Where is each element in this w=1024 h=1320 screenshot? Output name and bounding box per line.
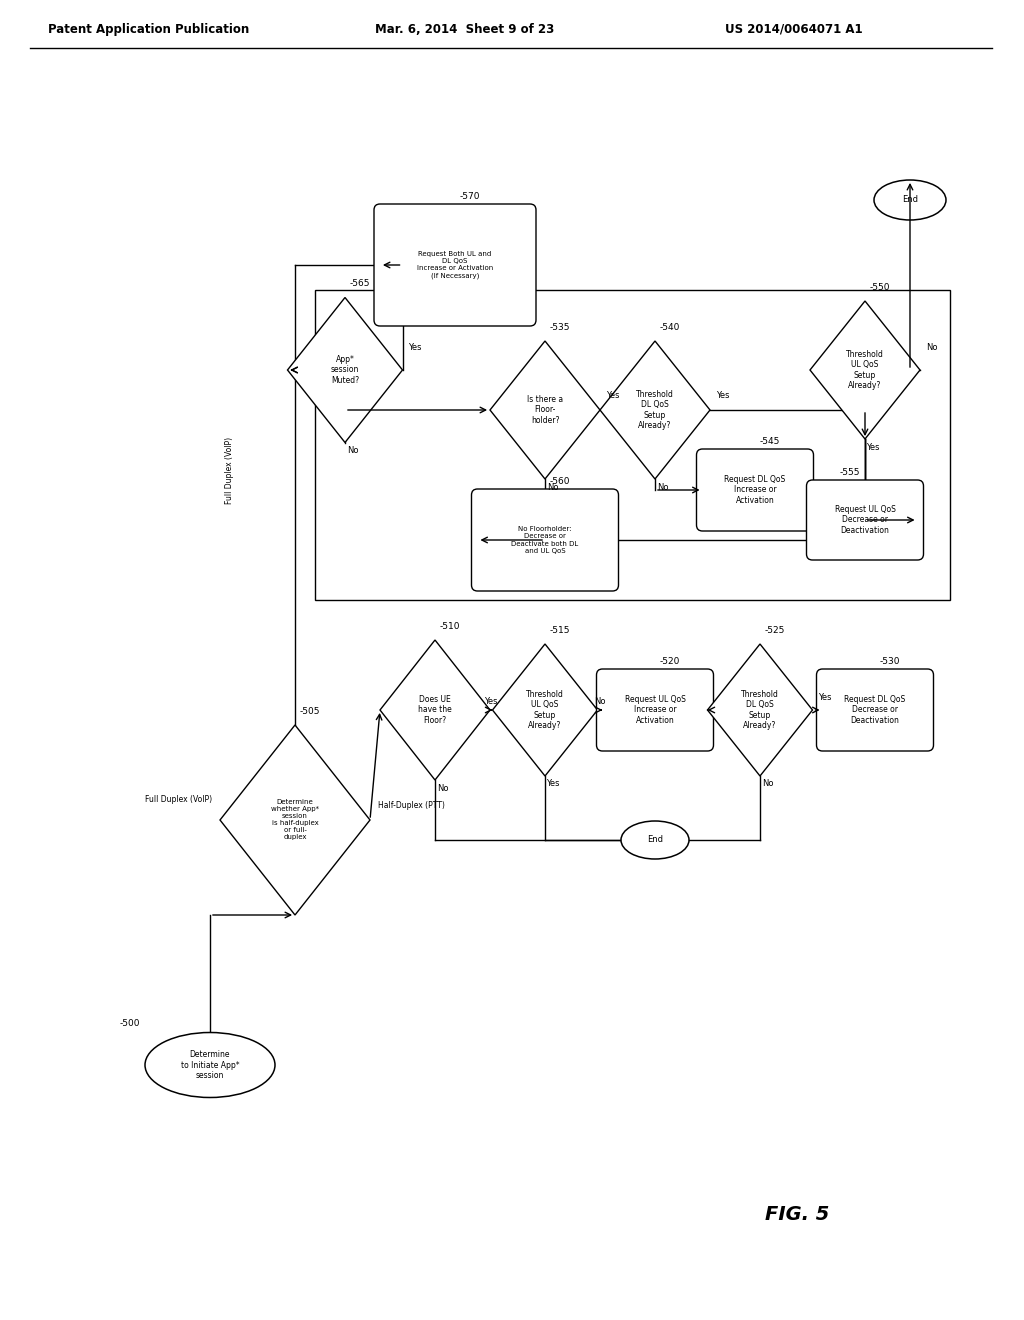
Text: Request DL QoS
Decrease or
Deactivation: Request DL QoS Decrease or Deactivation bbox=[845, 694, 905, 725]
Text: Determine
to Initiate App*
session: Determine to Initiate App* session bbox=[180, 1051, 240, 1080]
Text: Determine
whether App*
session
is half-duplex
or full-
duplex: Determine whether App* session is half-d… bbox=[271, 800, 319, 841]
Polygon shape bbox=[600, 341, 710, 479]
Text: Yes: Yes bbox=[409, 343, 422, 352]
Ellipse shape bbox=[874, 180, 946, 220]
Text: Patent Application Publication: Patent Application Publication bbox=[48, 22, 249, 36]
Polygon shape bbox=[220, 725, 370, 915]
Text: -540: -540 bbox=[660, 323, 680, 333]
Polygon shape bbox=[708, 644, 812, 776]
FancyBboxPatch shape bbox=[597, 669, 714, 751]
Text: Full Duplex (VoIP): Full Duplex (VoIP) bbox=[144, 796, 212, 804]
Text: Yes: Yes bbox=[818, 693, 831, 702]
Text: -535: -535 bbox=[550, 323, 570, 333]
Text: Threshold
UL QoS
Setup
Already?: Threshold UL QoS Setup Already? bbox=[846, 350, 884, 391]
Text: -565: -565 bbox=[350, 280, 371, 289]
Polygon shape bbox=[490, 341, 600, 479]
Text: Is there a
Floor-
holder?: Is there a Floor- holder? bbox=[527, 395, 563, 425]
Text: -560: -560 bbox=[550, 477, 570, 486]
FancyBboxPatch shape bbox=[807, 480, 924, 560]
Text: No: No bbox=[594, 697, 606, 706]
Polygon shape bbox=[810, 301, 920, 440]
Text: Threshold
DL QoS
Setup
Already?: Threshold DL QoS Setup Already? bbox=[741, 690, 779, 730]
Ellipse shape bbox=[145, 1032, 275, 1097]
Text: Full Duplex (VoIP): Full Duplex (VoIP) bbox=[225, 437, 234, 503]
Text: No Floorholder:
Decrease or
Deactivate both DL
and UL QoS: No Floorholder: Decrease or Deactivate b… bbox=[511, 527, 579, 554]
Text: Yes: Yes bbox=[606, 391, 620, 400]
Text: -505: -505 bbox=[300, 708, 321, 715]
Text: No: No bbox=[926, 343, 938, 352]
Text: Request Both UL and
DL QoS
Increase or Activation
(If Necessary): Request Both UL and DL QoS Increase or A… bbox=[417, 251, 494, 279]
Text: -550: -550 bbox=[870, 282, 891, 292]
Text: -525: -525 bbox=[765, 626, 785, 635]
Text: FIG. 5: FIG. 5 bbox=[765, 1205, 829, 1225]
Text: -510: -510 bbox=[440, 622, 461, 631]
Text: Threshold
DL QoS
Setup
Already?: Threshold DL QoS Setup Already? bbox=[636, 389, 674, 430]
FancyBboxPatch shape bbox=[471, 488, 618, 591]
Text: Half-Duplex (PTT): Half-Duplex (PTT) bbox=[378, 800, 444, 809]
Text: -515: -515 bbox=[550, 626, 570, 635]
Polygon shape bbox=[288, 297, 402, 442]
FancyBboxPatch shape bbox=[816, 669, 934, 751]
Text: US 2014/0064071 A1: US 2014/0064071 A1 bbox=[725, 22, 862, 36]
Text: Request UL QoS
Decrease or
Deactivation: Request UL QoS Decrease or Deactivation bbox=[835, 504, 895, 535]
FancyBboxPatch shape bbox=[696, 449, 813, 531]
Text: App*
session
Muted?: App* session Muted? bbox=[331, 355, 359, 385]
Text: -520: -520 bbox=[660, 657, 680, 667]
Text: -570: -570 bbox=[460, 191, 480, 201]
Text: -500: -500 bbox=[120, 1019, 140, 1027]
Text: Does UE
have the
Floor?: Does UE have the Floor? bbox=[418, 696, 452, 725]
Text: No: No bbox=[657, 483, 669, 491]
Text: Yes: Yes bbox=[484, 697, 498, 706]
Text: Mar. 6, 2014  Sheet 9 of 23: Mar. 6, 2014 Sheet 9 of 23 bbox=[375, 22, 554, 36]
Text: Yes: Yes bbox=[716, 391, 729, 400]
Text: No: No bbox=[547, 483, 559, 491]
FancyBboxPatch shape bbox=[374, 205, 536, 326]
Ellipse shape bbox=[621, 821, 689, 859]
Text: Threshold
UL QoS
Setup
Already?: Threshold UL QoS Setup Already? bbox=[526, 690, 564, 730]
Text: No: No bbox=[437, 784, 449, 792]
Text: No: No bbox=[347, 446, 358, 455]
Polygon shape bbox=[380, 640, 490, 780]
Text: -530: -530 bbox=[880, 657, 900, 667]
Text: Request UL QoS
Increase or
Activation: Request UL QoS Increase or Activation bbox=[625, 694, 685, 725]
Text: -545: -545 bbox=[760, 437, 780, 446]
Text: End: End bbox=[647, 836, 663, 845]
Polygon shape bbox=[493, 644, 597, 776]
Text: -555: -555 bbox=[840, 469, 860, 477]
Text: Yes: Yes bbox=[546, 780, 560, 788]
Text: No: No bbox=[762, 780, 774, 788]
Text: Request DL QoS
Increase or
Activation: Request DL QoS Increase or Activation bbox=[724, 475, 785, 506]
Text: Yes: Yes bbox=[866, 442, 880, 451]
Text: End: End bbox=[902, 195, 918, 205]
